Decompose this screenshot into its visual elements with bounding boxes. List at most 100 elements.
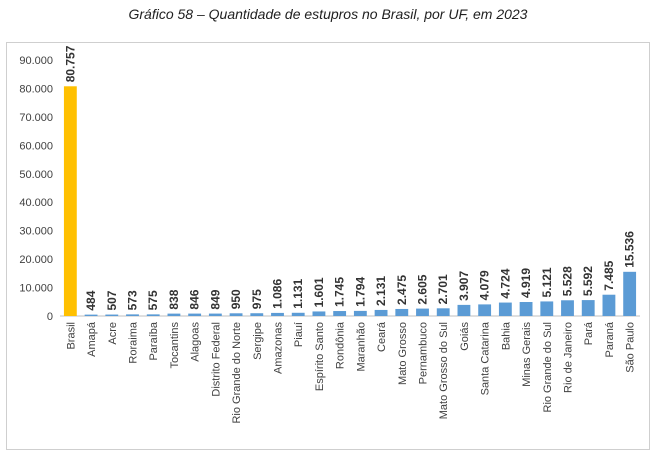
data-label: 846 <box>188 289 202 309</box>
bar <box>105 314 119 316</box>
category-label: Rio de Janeiro <box>563 322 575 393</box>
category-label: Mato Grosso <box>397 322 409 385</box>
x-axis: Brasil Amapá Acre Roraima Paraíba Tocantins Al… <box>65 321 636 423</box>
chart-frame <box>6 42 650 450</box>
category-label: Acre <box>107 322 119 345</box>
bar <box>374 309 388 316</box>
category-label: Ceará <box>376 321 388 352</box>
bar <box>229 313 243 316</box>
category-label: Rio Grande do Norte <box>231 322 243 424</box>
y-tick-label: 40.000 <box>19 197 53 209</box>
bar <box>291 312 305 316</box>
data-label: 838 <box>167 289 181 309</box>
y-tick-label: 30.000 <box>19 226 53 238</box>
bar <box>84 314 98 316</box>
category-label: Mato Grosso do Sul <box>438 322 450 419</box>
data-label: 2.475 <box>395 275 409 305</box>
data-label: 7.485 <box>602 260 616 290</box>
data-label: 5.528 <box>561 266 575 296</box>
data-label: 15.536 <box>623 231 637 268</box>
category-label: Espírito Santo <box>314 322 326 391</box>
bar <box>353 310 367 316</box>
data-label: 950 <box>229 289 243 309</box>
category-label: Amapá <box>86 321 98 357</box>
bar <box>457 304 471 316</box>
bar <box>395 308 409 316</box>
y-tick-label: 0 <box>47 311 53 323</box>
bar <box>436 308 450 316</box>
bar <box>416 308 429 316</box>
data-label: 5.121 <box>540 267 554 297</box>
data-label: 975 <box>250 289 264 309</box>
bar <box>602 294 616 316</box>
category-label: Pernambuco <box>418 322 430 384</box>
data-label: 1.601 <box>312 277 326 307</box>
category-label: Distrito Federal <box>210 322 222 397</box>
data-label: 80.757 <box>63 45 77 82</box>
y-tick-label: 50.000 <box>19 169 53 181</box>
category-label: Santa Catarina <box>480 321 492 395</box>
category-label: Rio Grande do Sul <box>542 322 554 413</box>
category-label: São Paulo <box>625 322 637 373</box>
bar <box>250 313 264 316</box>
bar <box>519 302 533 316</box>
category-label: Maranhão <box>355 322 367 372</box>
data-label: 2.131 <box>374 276 388 306</box>
data-label: 4.724 <box>498 268 512 298</box>
data-label: 4.079 <box>478 270 492 300</box>
bar <box>271 312 284 316</box>
bar <box>188 313 202 316</box>
data-label: 507 <box>105 290 119 310</box>
bar <box>312 311 326 316</box>
category-label: Minas Gerais <box>521 322 533 387</box>
data-label: 4.919 <box>519 268 533 298</box>
y-tick-label: 60.000 <box>19 140 53 152</box>
category-label: Brasil <box>65 322 77 350</box>
category-label: Roraima <box>128 321 140 363</box>
bar <box>208 313 222 316</box>
bars <box>63 86 637 316</box>
y-tick-label: 20.000 <box>19 254 53 266</box>
bar <box>623 271 637 316</box>
data-label: 484 <box>84 290 98 310</box>
data-label: 3.907 <box>457 271 471 301</box>
bar <box>126 314 139 316</box>
category-label: Piauí <box>293 322 305 347</box>
y-tick-label: 70.000 <box>19 112 53 124</box>
category-label: Paraíba <box>148 321 160 360</box>
data-label: 5.592 <box>581 266 595 296</box>
bar <box>478 304 492 316</box>
data-label: 2.701 <box>436 274 450 304</box>
category-label: Tocantins <box>169 322 181 369</box>
y-axis: 0 10.000 20.000 30.000 40.000 50.000 60.000 70.… <box>19 55 640 323</box>
bar <box>581 300 595 316</box>
bar <box>498 302 512 316</box>
data-label: 573 <box>126 290 140 310</box>
y-tick-label: 90.000 <box>19 55 53 67</box>
data-label: 2.605 <box>416 274 430 304</box>
data-label: 1.745 <box>333 277 347 307</box>
bar <box>561 300 574 316</box>
category-label: Pará <box>583 321 595 345</box>
data-label: 575 <box>146 290 160 310</box>
category-label: Rondônia <box>335 321 347 369</box>
bar <box>63 86 77 316</box>
chart-title: Gráfico 58 – Quantidade de estupros no B… <box>128 6 528 22</box>
data-label: 1.131 <box>291 278 305 308</box>
bar <box>540 301 554 316</box>
category-label: Goiás <box>459 322 471 351</box>
data-labels: 80.757 484 507 573 575 838 846 849 950 975 1.086 1.… <box>63 45 636 310</box>
y-tick-label: 80.000 <box>19 83 53 95</box>
category-label: Bahia <box>500 321 512 350</box>
data-label: 1.794 <box>353 277 367 307</box>
data-label: 849 <box>208 289 222 309</box>
data-label: 1.086 <box>271 279 285 309</box>
bar <box>333 311 347 316</box>
category-label: Amazonas <box>273 322 285 374</box>
category-label: Sergipe <box>252 322 264 360</box>
bar <box>167 313 181 316</box>
category-label: Paraná <box>604 321 616 357</box>
bar <box>146 314 160 316</box>
y-tick-label: 10.000 <box>19 283 53 295</box>
